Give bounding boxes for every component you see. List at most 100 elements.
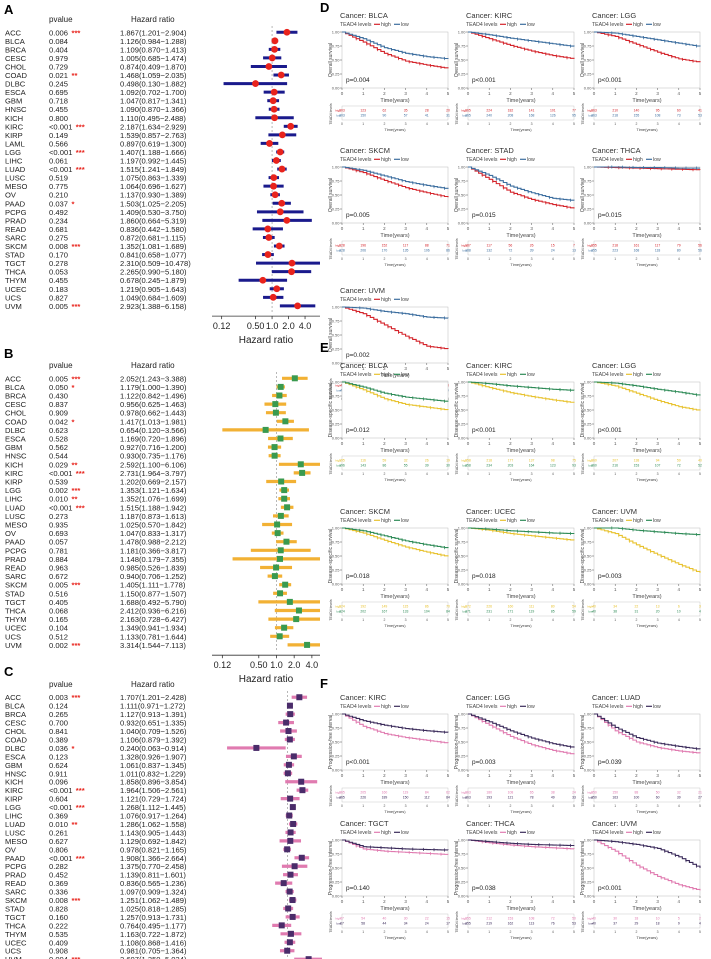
risk-x-tick-label: 2 (635, 257, 637, 261)
risk-table-label: TEAD4 levels (329, 599, 333, 620)
risk-count: 86 (425, 605, 429, 609)
cancer-label: COAD (5, 735, 27, 744)
risk-count: 255 (465, 922, 471, 926)
hazard-ratio-header: Hazard ratio (131, 361, 175, 370)
risk-count: 40 (592, 610, 596, 614)
risk-x-tick-label: 1 (614, 930, 616, 934)
x-tick-label: 3 (656, 773, 659, 778)
risk-table-label: TEAD4 levels (329, 238, 333, 259)
hr-ci-text: 1.328(0.926−1.907) (120, 752, 187, 761)
y-axis-title: Overall survival (580, 178, 586, 212)
pvalue-text: 0.149 (49, 131, 68, 140)
risk-x-axis-title: Time(years) (636, 262, 658, 267)
y-tick-label: 0.25 (332, 422, 341, 427)
risk-count: 13 (656, 605, 660, 609)
y-tick-label: 0.25 (584, 568, 593, 573)
x-axis-title: Time(years) (380, 906, 409, 912)
x-axis-title: Time(years) (380, 373, 409, 379)
y-tick-label: 0.25 (584, 880, 593, 885)
pvalue-text: 0.010 (49, 820, 68, 829)
hr-ci-text: 1.353(1.121−1.634) (120, 486, 187, 495)
hr-point (287, 829, 294, 836)
risk-count: 84 (446, 610, 450, 614)
pvalue-text: 0.781 (49, 546, 68, 555)
cancer-label: KIRP (5, 131, 23, 140)
risk-row-label: high (335, 384, 341, 388)
legend-low-label: low (653, 704, 661, 710)
risk-count: 80 (551, 605, 555, 609)
x-tick-label: 1 (488, 773, 491, 778)
hr-point (271, 191, 279, 199)
hr-ci-text: 1.375(0.770−2.458) (120, 862, 187, 871)
pvalue-text: 0.021 (49, 71, 68, 80)
risk-x-tick-label: 3 (657, 257, 659, 261)
y-axis-title: Disease-specific survival (580, 529, 586, 584)
x-tick-label: 4.0 (306, 660, 319, 670)
hr-ci-text: 0.764(0.495−1.177) (120, 921, 187, 930)
cancer-label: LUAD (5, 165, 26, 174)
risk-count: 40 (383, 917, 387, 921)
risk-x-axis-title: Time(years) (510, 127, 532, 132)
x-tick-label: 3 (404, 587, 407, 592)
risk-x-tick-label: 3 (405, 930, 407, 934)
significance-stars: *** (76, 148, 85, 157)
cancer-label: HNSC (5, 105, 27, 114)
pvalue-text: 0.729 (49, 62, 68, 71)
risk-x-tick-label: 4 (426, 930, 428, 934)
risk-x-tick-label: 4 (552, 618, 554, 622)
risk-count: 203 (339, 109, 345, 113)
x-axis-title: Hazard ratio (239, 335, 294, 346)
cancer-label: PAAD (5, 199, 26, 208)
risk-x-axis-title: Time(years) (636, 127, 658, 132)
risk-count: 240 (486, 114, 492, 118)
legend-low-label: low (527, 704, 535, 710)
x-axis-title: Time(years) (632, 98, 661, 104)
risk-count: 168 (529, 114, 535, 118)
hr-point (295, 607, 302, 614)
km-title: Cancer: UVM (592, 819, 637, 828)
hr-point (271, 37, 279, 45)
y-tick-label: 0.75 (584, 852, 593, 857)
risk-x-tick-label: 5 (447, 122, 449, 126)
risk-x-tick-label: 4 (426, 122, 428, 126)
risk-count: 21 (698, 791, 702, 795)
hr-point (287, 930, 294, 937)
pvalue-text: 0.544 (49, 452, 68, 461)
cancer-label: LUAD (5, 503, 26, 512)
pvalue-text: 0.800 (49, 114, 68, 123)
pvalue-text: 0.160 (49, 913, 68, 922)
y-tick-label: 0.00 (458, 768, 467, 773)
pvalue-text: 0.029 (49, 460, 68, 469)
risk-count: 155 (634, 114, 640, 118)
legend-low-label: low (527, 518, 535, 524)
x-tick-label: 1 (362, 773, 365, 778)
risk-count: 78 (530, 796, 534, 800)
y-tick-label: 0.50 (332, 554, 341, 559)
x-tick-label: 1 (614, 441, 617, 446)
risk-row-label: low (588, 464, 593, 468)
hr-point (269, 293, 277, 301)
hr-point (264, 225, 272, 233)
risk-x-tick-label: 0 (593, 122, 595, 126)
risk-x-tick-label: 5 (699, 122, 701, 126)
risk-count: 95 (656, 109, 660, 113)
hr-ci-text: 1.964(1.506−2.561) (120, 786, 187, 795)
cancer-label: STAD (5, 589, 25, 598)
km-legend: TEAD4 levels high low (466, 518, 535, 524)
significance-stars: ** (72, 495, 78, 504)
hr-point (286, 736, 293, 743)
x-tick-label: 0 (467, 226, 470, 231)
cancer-label: PCPG (5, 208, 27, 217)
pvalue-text: 0.183 (49, 285, 68, 294)
hr-point (289, 913, 296, 920)
significance-stars: *** (76, 469, 85, 478)
risk-count: 60 (677, 109, 681, 113)
legend-low-label: low (653, 372, 661, 378)
pvalue-text: 0.404 (49, 45, 68, 54)
cancer-label: BRCA (5, 392, 27, 401)
y-axis-title: Disease-specific survival (328, 383, 334, 438)
